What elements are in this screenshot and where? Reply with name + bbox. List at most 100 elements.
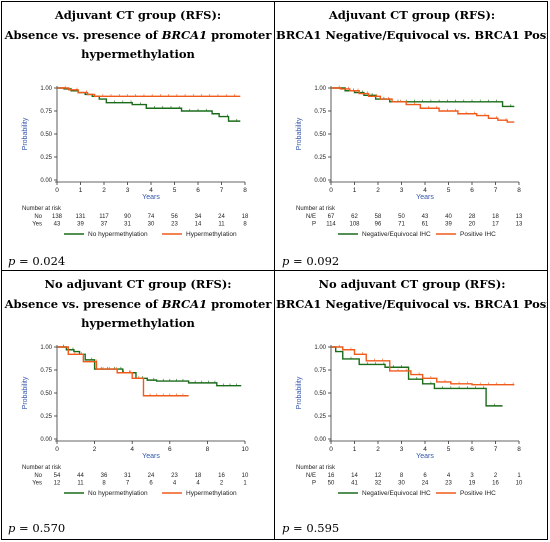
- risk-value: 39: [77, 222, 84, 228]
- risk-table-title: Number at risk: [22, 465, 62, 471]
- p-symbol: p: [282, 521, 290, 535]
- risk-value: 6: [423, 473, 427, 479]
- risk-value: 14: [351, 473, 358, 479]
- risk-value: 7: [126, 481, 130, 487]
- y-tick-label: 0.25: [40, 414, 52, 420]
- panel-title-line1: Adjuvant CT group (RFS):: [328, 8, 496, 22]
- risk-value: 71: [398, 222, 405, 228]
- y-axis-label: Probability: [22, 117, 29, 150]
- risk-row-label: No: [34, 214, 42, 220]
- risk-value: 43: [54, 222, 61, 228]
- panel-no-adjuvant-methylation: No adjuvant CT group (RFS): Absence vs. …: [2, 271, 274, 539]
- title-text: promoter: [207, 28, 272, 42]
- risk-value: 32: [375, 481, 382, 487]
- risk-row-label: N/E: [306, 473, 316, 479]
- x-tick-label: 3: [126, 187, 130, 194]
- risk-value: 18: [492, 214, 499, 220]
- risk-value: 10: [242, 473, 249, 479]
- risk-value: 56: [171, 214, 178, 220]
- risk-row-label: Yes: [32, 222, 42, 228]
- y-tick-label: 0.50: [40, 391, 52, 397]
- risk-value: 62: [351, 214, 358, 220]
- p-value-text: = 0.570: [15, 521, 66, 535]
- x-tick-label: 1: [353, 446, 357, 453]
- x-tick-label: 6: [470, 187, 474, 194]
- km-curve: [57, 346, 189, 397]
- y-tick-label: 0.00: [40, 437, 52, 443]
- x-tick-label: 6: [470, 446, 474, 453]
- risk-value: 74: [148, 214, 155, 220]
- x-tick-label: 2: [93, 446, 97, 453]
- risk-value: 4: [173, 481, 177, 487]
- risk-value: 12: [375, 473, 382, 479]
- risk-value: 18: [242, 214, 249, 220]
- risk-value: 108: [349, 222, 360, 228]
- km-curve: [57, 87, 241, 122]
- x-tick-label: 2: [376, 187, 380, 194]
- risk-value: 36: [101, 473, 108, 479]
- p-value: p = 0.024: [8, 254, 65, 268]
- risk-value: 67: [328, 214, 335, 220]
- title-text: BRCA1 Negative/Equivocal vs. BRCA1 Posit…: [276, 297, 548, 311]
- x-tick-label: 10: [241, 446, 249, 453]
- p-value-text: = 0.595: [289, 521, 340, 535]
- y-axis-label: Probability: [296, 376, 303, 409]
- panel-no-adjuvant-ihc: No adjuvant CT group (RFS): BRCA1 Negati…: [276, 271, 548, 539]
- y-tick-label: 0.50: [314, 132, 326, 138]
- panel-adjuvant-methylation: Adjuvant CT group (RFS): Absence vs. pre…: [2, 2, 274, 270]
- x-axis-label: Years: [416, 453, 434, 460]
- risk-value: 23: [171, 222, 178, 228]
- x-tick-label: 2: [102, 187, 106, 194]
- legend-label: No hypermethylation: [88, 490, 148, 497]
- x-axis-label: Years: [142, 453, 160, 460]
- title-text: Absence vs. presence of: [4, 28, 162, 42]
- x-tick-label: 4: [130, 446, 134, 453]
- risk-value: 24: [422, 481, 429, 487]
- gene-name: BRCA1: [161, 28, 208, 42]
- risk-value: 34: [195, 214, 202, 220]
- x-tick-label: 5: [173, 187, 177, 194]
- y-axis-label: Probability: [296, 117, 303, 150]
- risk-value: 117: [99, 214, 109, 220]
- km-curve: [331, 87, 515, 123]
- legend-label: Positive IHC: [460, 490, 496, 497]
- p-value-text: = 0.024: [15, 254, 66, 268]
- title-text: promoter: [207, 297, 272, 311]
- x-tick-label: 3: [400, 446, 404, 453]
- risk-table-title: Number at risk: [296, 206, 336, 212]
- risk-value: 44: [77, 473, 84, 479]
- risk-value: 12: [54, 481, 61, 487]
- risk-value: 18: [195, 473, 202, 479]
- risk-value: 16: [328, 473, 335, 479]
- x-tick-label: 8: [517, 187, 521, 194]
- risk-value: 39: [445, 222, 452, 228]
- x-axis-label: Years: [142, 194, 160, 201]
- risk-value: 10: [516, 481, 523, 487]
- risk-row-label: P: [312, 222, 316, 228]
- panel-title-line2: BRCA1 Negative/Equivocal vs. BRCA1 Posit…: [276, 297, 548, 311]
- p-value: p = 0.092: [282, 254, 339, 268]
- risk-row-label: No: [34, 473, 42, 479]
- panel-title-line2: BRCA1 Negative/Equivocal vs. BRCA1 Posit…: [276, 28, 548, 42]
- legend-label: Negative/Equivocal IHC: [362, 490, 431, 497]
- risk-value: 50: [398, 214, 405, 220]
- y-tick-label: 0.00: [314, 178, 326, 184]
- legend-label: No hypermethylation: [88, 231, 148, 238]
- p-symbol: p: [8, 521, 16, 535]
- risk-value: 20: [469, 222, 476, 228]
- risk-value: 23: [171, 473, 178, 479]
- km-curve: [331, 346, 515, 386]
- x-tick-label: 1: [353, 187, 357, 194]
- x-tick-label: 7: [494, 187, 498, 194]
- km-curve: [331, 346, 503, 407]
- risk-value: 41: [351, 481, 358, 487]
- risk-value: 90: [124, 214, 131, 220]
- x-tick-label: 0: [55, 187, 59, 194]
- risk-table-title: Number at risk: [296, 465, 336, 471]
- risk-value: 8: [243, 222, 247, 228]
- y-tick-label: 0.25: [314, 155, 326, 161]
- panel-title-line1: No adjuvant CT group (RFS):: [318, 277, 506, 291]
